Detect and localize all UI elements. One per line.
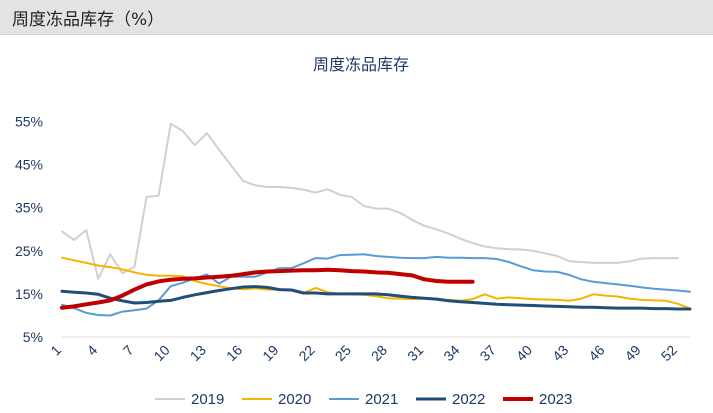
legend-item-2022: 2022 bbox=[416, 391, 485, 408]
series-line-2020 bbox=[61, 256, 691, 310]
chart-title: 周度冻品库存 bbox=[313, 55, 409, 74]
x-tick-label: 1 bbox=[47, 342, 64, 359]
x-tick-label: 52 bbox=[658, 342, 680, 364]
x-tick-label: 25 bbox=[332, 342, 354, 364]
x-tick-label: 34 bbox=[440, 342, 462, 364]
y-tick-label: 35% bbox=[15, 200, 43, 216]
x-axis-ticks: 1 4 7 10 13 16 19 22 25 28 31 34 37 40 43 46 49 52 bbox=[47, 342, 680, 364]
header-bar: 周度冻品库存（%） bbox=[0, 0, 713, 35]
series-line-2021 bbox=[61, 253, 691, 317]
legend-label: 2019 bbox=[191, 391, 224, 408]
x-tick-label: 49 bbox=[621, 342, 643, 364]
legend-label: 2021 bbox=[365, 391, 398, 408]
y-tick-label: 55% bbox=[15, 114, 43, 130]
legend-label: 2020 bbox=[278, 391, 311, 408]
y-tick-label: 15% bbox=[15, 286, 43, 302]
legend-item-2020: 2020 bbox=[242, 391, 311, 408]
legend-item-2019: 2019 bbox=[155, 391, 224, 408]
series-line-2023 bbox=[60, 267, 475, 310]
x-tick-label: 31 bbox=[404, 342, 426, 364]
header-title: 周度冻品库存（%） bbox=[12, 10, 165, 30]
x-tick-label: 46 bbox=[585, 342, 607, 364]
x-tick-label: 7 bbox=[120, 342, 137, 359]
x-tick-label: 22 bbox=[295, 342, 317, 364]
y-tick-label: 5% bbox=[23, 329, 43, 345]
series-line-2019 bbox=[61, 122, 679, 280]
x-tick-label: 10 bbox=[150, 342, 172, 364]
x-tick-label: 4 bbox=[84, 342, 101, 359]
y-axis-ticks: 5% 15% 25% 35% 45% 55% bbox=[15, 114, 43, 345]
legend-item-2023: 2023 bbox=[503, 391, 572, 408]
legend: 2019 2020 2021 2022 2023 bbox=[155, 391, 572, 408]
legend-item-2021: 2021 bbox=[329, 391, 398, 408]
y-tick-label: 45% bbox=[15, 157, 43, 173]
x-tick-label: 37 bbox=[477, 342, 499, 364]
x-tick-label: 40 bbox=[513, 342, 535, 364]
legend-label: 2023 bbox=[539, 391, 572, 408]
series-line-2022 bbox=[60, 285, 692, 311]
x-tick-label: 43 bbox=[549, 342, 571, 364]
legend-label: 2022 bbox=[452, 391, 485, 408]
x-tick-label: 13 bbox=[187, 342, 209, 364]
series-layer bbox=[60, 122, 692, 317]
x-tick-label: 28 bbox=[368, 342, 390, 364]
y-tick-label: 25% bbox=[15, 243, 43, 259]
x-tick-label: 19 bbox=[259, 342, 281, 364]
x-tick-label: 16 bbox=[223, 342, 245, 364]
